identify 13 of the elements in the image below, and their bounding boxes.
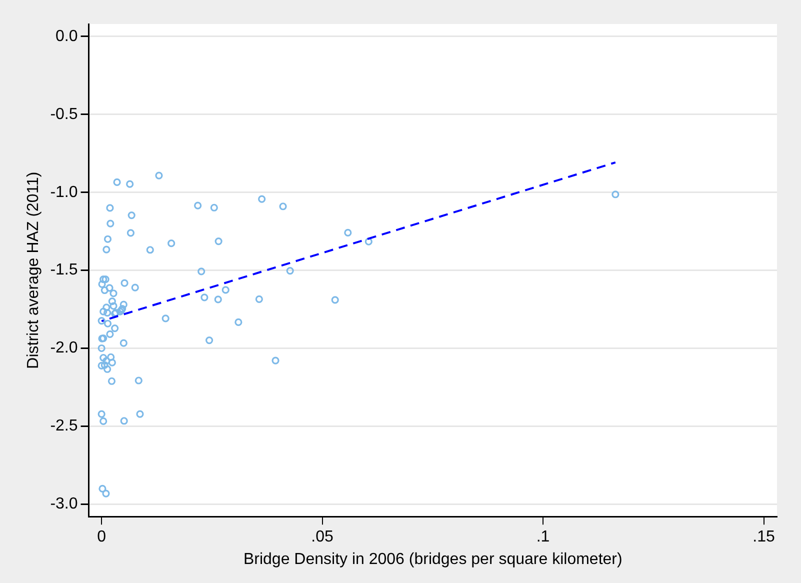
x-tick-label: .15 [752, 528, 775, 546]
y-tick-label: -0.5 [50, 106, 78, 123]
y-tick-label: -3.0 [50, 496, 78, 513]
y-tick-label: 0.0 [56, 28, 78, 45]
x-tick-label: .1 [536, 528, 550, 546]
y-tick-label: -1.5 [50, 262, 78, 279]
y-axis-title: District average HAZ (2011) [25, 172, 42, 369]
x-axis-title: Bridge Density in 2006 (bridges per square kilometer) [243, 550, 622, 568]
y-tick-label: -1.0 [50, 184, 78, 201]
x-tick-label: 0 [97, 528, 106, 546]
y-tick-label: -2.0 [50, 340, 78, 357]
x-tick-label: .05 [311, 528, 334, 546]
y-tick-label: -2.5 [50, 418, 78, 435]
